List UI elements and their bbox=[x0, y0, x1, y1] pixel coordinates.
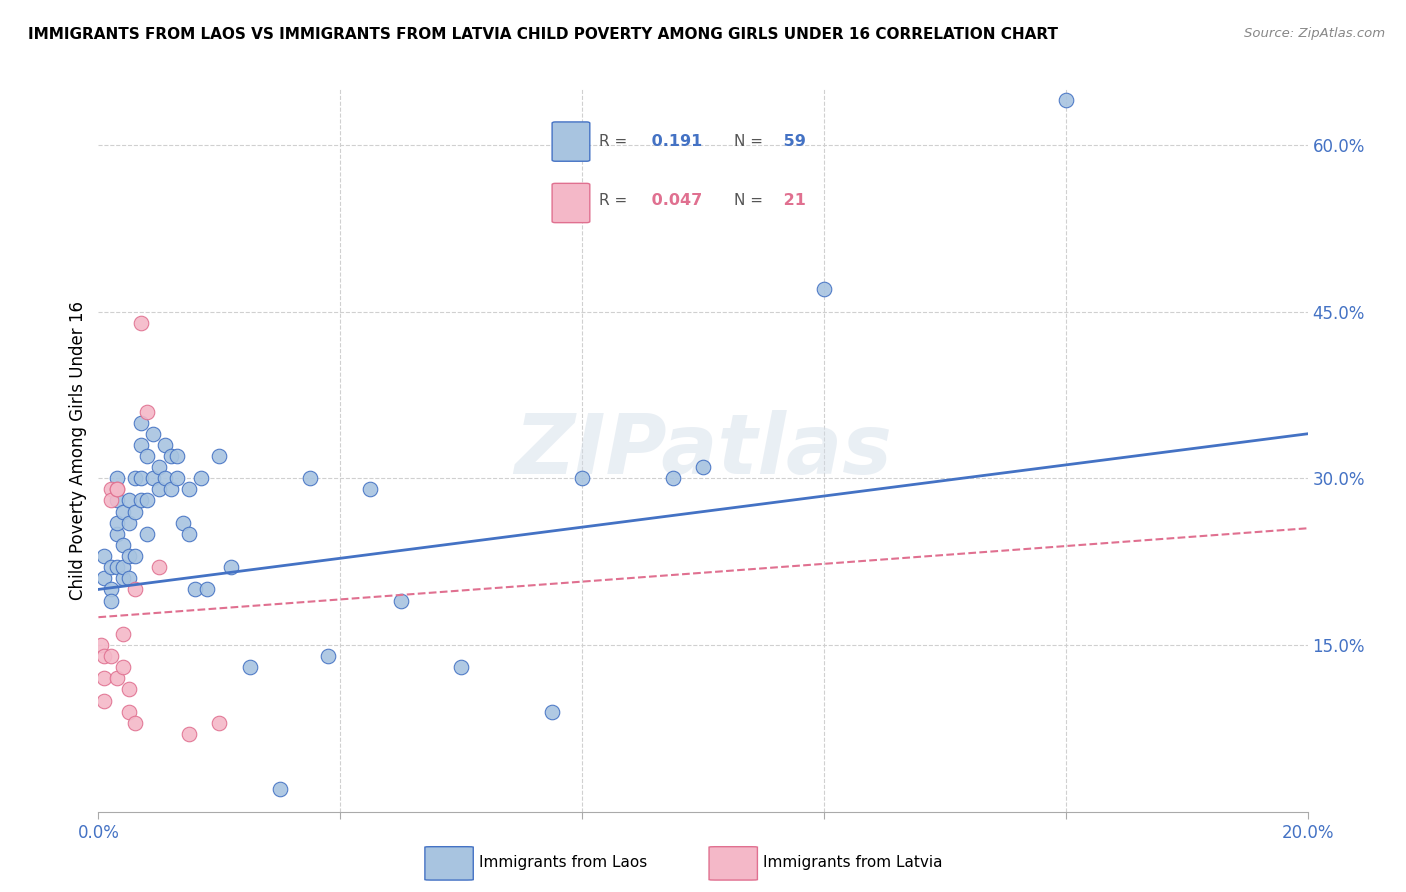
Point bbox=[124, 471, 146, 485]
Point bbox=[93, 571, 115, 585]
Text: ZIPatlas: ZIPatlas bbox=[515, 410, 891, 491]
Point bbox=[93, 671, 115, 685]
Point bbox=[124, 715, 146, 730]
Point bbox=[105, 471, 128, 485]
Point bbox=[100, 649, 122, 664]
Point bbox=[100, 493, 122, 508]
Point bbox=[208, 715, 231, 730]
Point bbox=[160, 483, 183, 497]
Point bbox=[239, 660, 262, 674]
Y-axis label: Child Poverty Among Girls Under 16: Child Poverty Among Girls Under 16 bbox=[69, 301, 87, 600]
Point bbox=[142, 426, 165, 441]
Point bbox=[111, 560, 134, 574]
Point bbox=[208, 449, 231, 463]
Point bbox=[172, 516, 194, 530]
Point bbox=[90, 638, 112, 652]
Point bbox=[105, 493, 128, 508]
Point bbox=[195, 582, 218, 597]
Point bbox=[100, 560, 122, 574]
Point bbox=[221, 560, 243, 574]
Point bbox=[148, 460, 170, 475]
Point bbox=[360, 483, 382, 497]
Point bbox=[100, 582, 122, 597]
Point bbox=[179, 526, 201, 541]
Point bbox=[129, 493, 152, 508]
Point bbox=[111, 571, 134, 585]
Point bbox=[124, 549, 146, 563]
Point bbox=[190, 471, 212, 485]
Point bbox=[118, 549, 141, 563]
Point bbox=[93, 649, 115, 664]
Point bbox=[105, 483, 128, 497]
Point bbox=[118, 682, 141, 697]
Point bbox=[93, 549, 115, 563]
Point bbox=[661, 471, 683, 485]
Point bbox=[153, 471, 176, 485]
Point bbox=[813, 282, 835, 296]
Point bbox=[142, 471, 165, 485]
Point bbox=[118, 493, 141, 508]
Point bbox=[129, 438, 152, 452]
Point bbox=[299, 471, 322, 485]
Point bbox=[124, 582, 146, 597]
Point bbox=[316, 649, 339, 664]
Point bbox=[135, 404, 157, 418]
Point bbox=[105, 560, 128, 574]
Point bbox=[148, 560, 170, 574]
Point bbox=[129, 471, 152, 485]
Point bbox=[129, 416, 152, 430]
Point bbox=[1054, 93, 1077, 107]
Point bbox=[100, 593, 122, 607]
Point bbox=[153, 438, 176, 452]
Text: Source: ZipAtlas.com: Source: ZipAtlas.com bbox=[1244, 27, 1385, 40]
Point bbox=[111, 538, 134, 552]
Point bbox=[450, 660, 472, 674]
Point bbox=[118, 516, 141, 530]
Point bbox=[269, 782, 291, 797]
Point bbox=[389, 593, 412, 607]
Point bbox=[124, 505, 146, 519]
Point bbox=[111, 660, 134, 674]
Point bbox=[135, 526, 157, 541]
Point bbox=[571, 471, 593, 485]
Point bbox=[179, 727, 201, 741]
Point bbox=[540, 705, 562, 719]
Point bbox=[135, 493, 157, 508]
Point bbox=[93, 693, 115, 707]
Point bbox=[105, 526, 128, 541]
Text: IMMIGRANTS FROM LAOS VS IMMIGRANTS FROM LATVIA CHILD POVERTY AMONG GIRLS UNDER 1: IMMIGRANTS FROM LAOS VS IMMIGRANTS FROM … bbox=[28, 27, 1059, 42]
Point bbox=[111, 627, 134, 641]
Point bbox=[148, 483, 170, 497]
Point bbox=[118, 571, 141, 585]
Point bbox=[118, 705, 141, 719]
Point bbox=[184, 582, 207, 597]
Point bbox=[179, 483, 201, 497]
Point bbox=[105, 483, 128, 497]
Point bbox=[129, 316, 152, 330]
Point bbox=[135, 449, 157, 463]
Point bbox=[105, 671, 128, 685]
Point bbox=[166, 471, 188, 485]
Point bbox=[111, 505, 134, 519]
Point bbox=[166, 449, 188, 463]
Point bbox=[100, 483, 122, 497]
Point bbox=[692, 460, 714, 475]
Point bbox=[160, 449, 183, 463]
Point bbox=[105, 516, 128, 530]
